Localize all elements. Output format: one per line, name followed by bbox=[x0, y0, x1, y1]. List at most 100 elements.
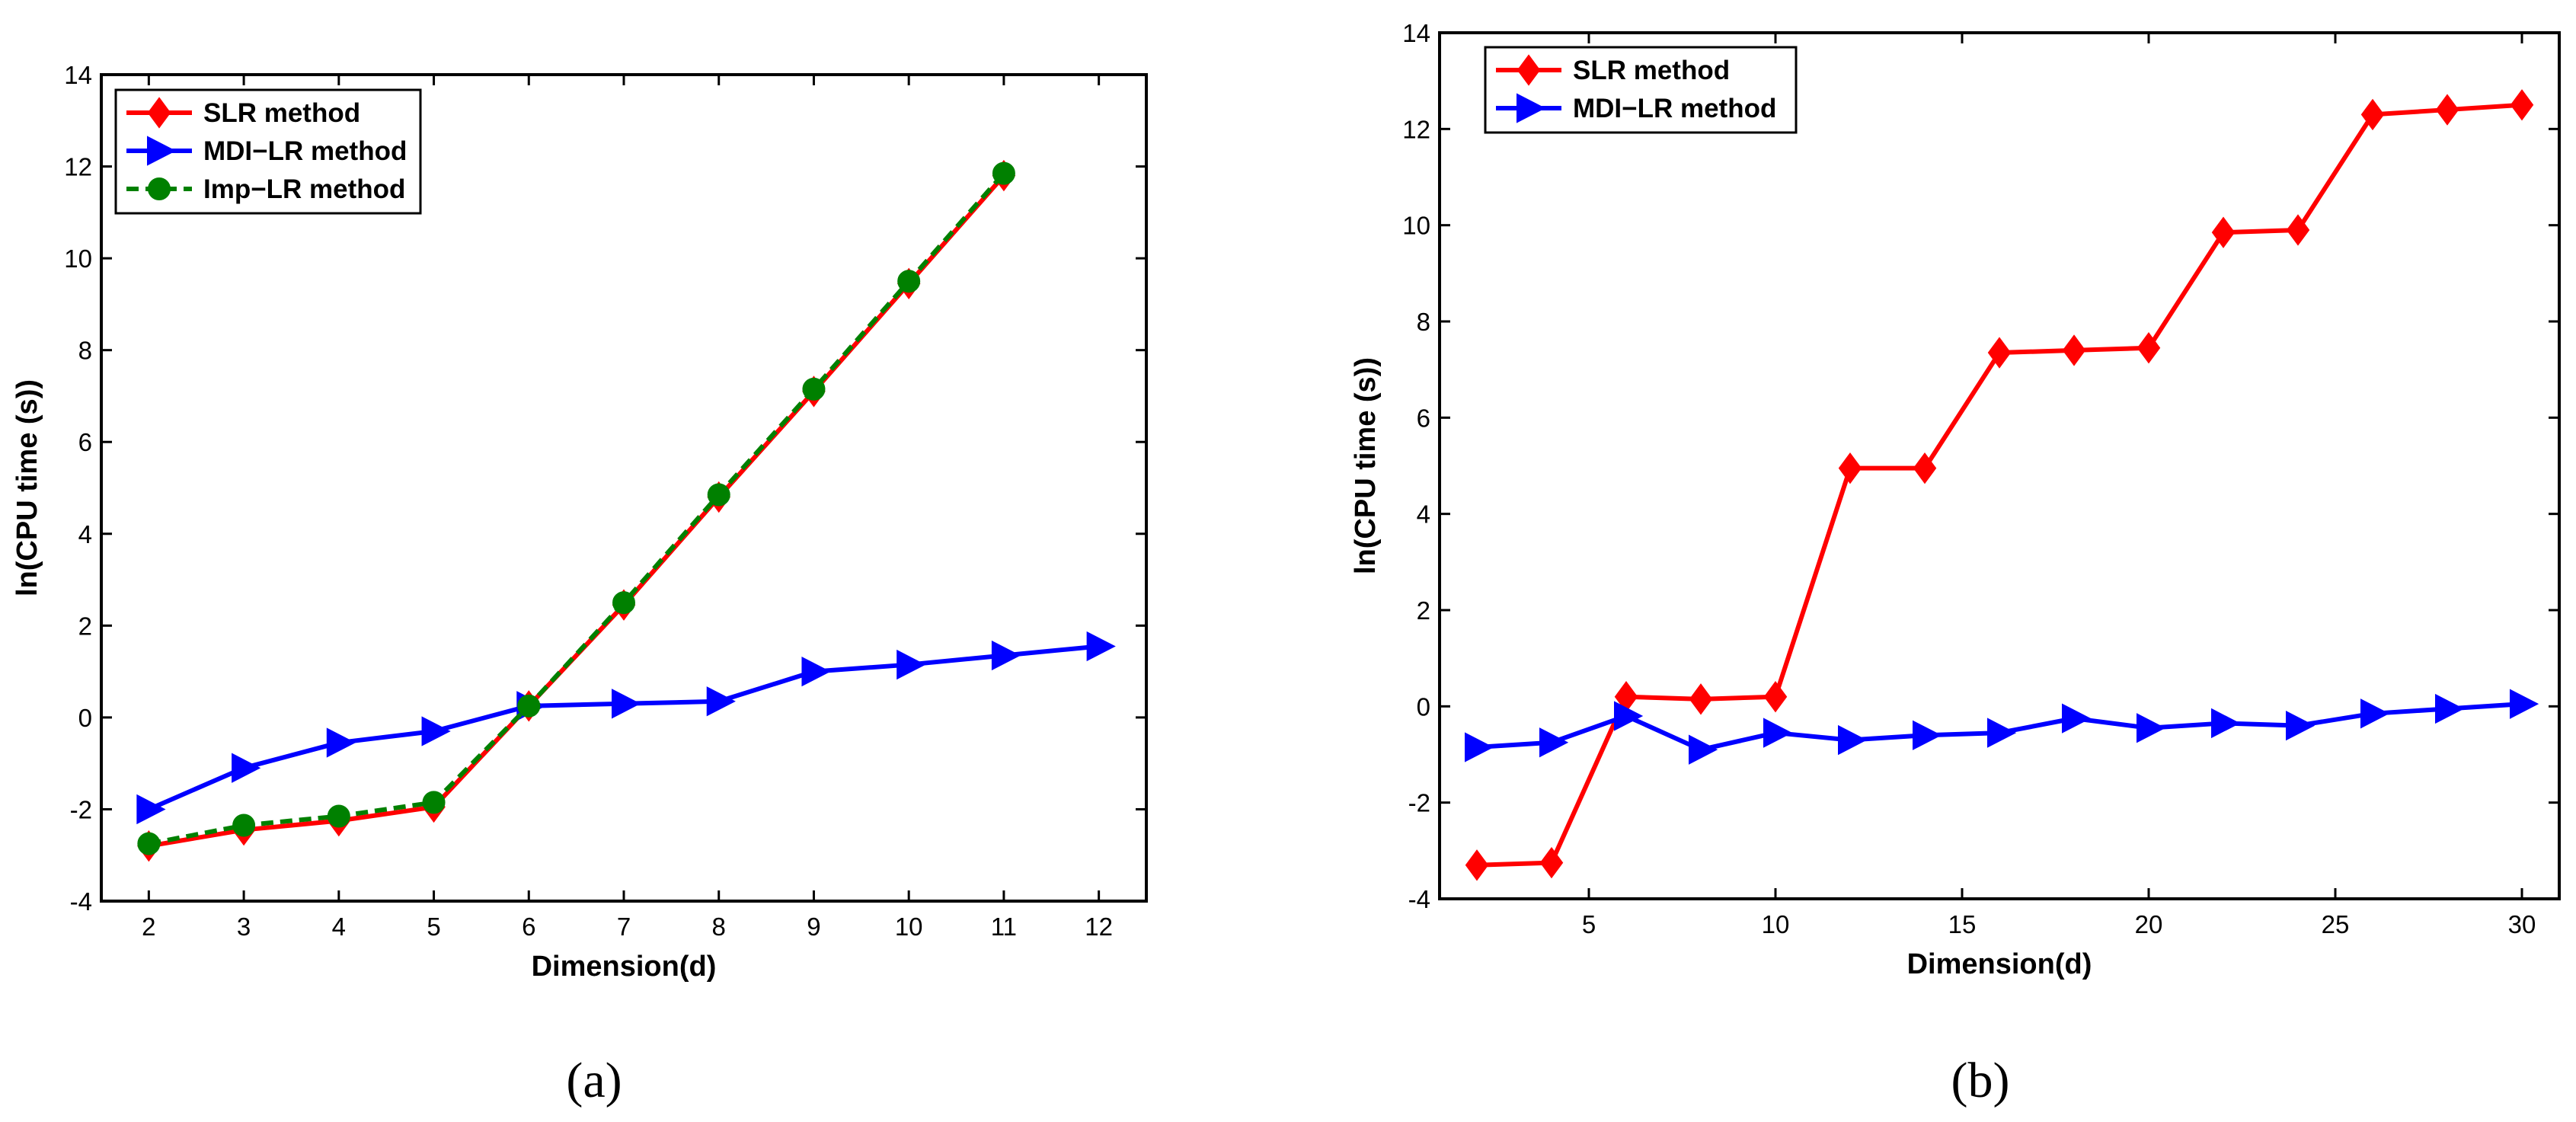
series-imp-lr-method bbox=[137, 161, 1015, 855]
data-point bbox=[2137, 713, 2166, 743]
x-tick-label: 2 bbox=[142, 913, 155, 941]
plot-frame bbox=[1438, 31, 2561, 900]
y-axis-label: ln(CPU time (s)) bbox=[11, 379, 43, 596]
data-point bbox=[896, 649, 926, 680]
data-point bbox=[1614, 701, 1644, 731]
y-tick-label: 10 bbox=[1402, 212, 1430, 240]
data-point bbox=[517, 694, 541, 718]
data-point bbox=[897, 270, 921, 293]
y-tick-label: 4 bbox=[78, 520, 92, 548]
y-tick-label: 0 bbox=[1417, 692, 1430, 721]
y-tick-label: 8 bbox=[78, 337, 92, 365]
legend-swatch-marker bbox=[148, 177, 171, 200]
legend-swatch-marker bbox=[147, 136, 177, 166]
series-line bbox=[148, 174, 1006, 849]
data-point bbox=[2435, 94, 2459, 126]
x-tick-label: 25 bbox=[2322, 910, 2350, 938]
y-tick-label: -4 bbox=[1408, 885, 1430, 913]
data-point bbox=[2510, 689, 2539, 719]
y-tick-label: 14 bbox=[64, 61, 92, 89]
series-mdi-lr-method bbox=[1465, 689, 2539, 765]
data-point bbox=[136, 794, 166, 825]
data-point bbox=[706, 686, 736, 717]
data-point bbox=[1086, 631, 1116, 662]
data-point bbox=[1465, 732, 1494, 762]
legend-label: SLR method bbox=[203, 98, 360, 128]
data-point bbox=[801, 656, 831, 687]
data-point bbox=[421, 716, 451, 746]
data-point bbox=[232, 753, 261, 783]
series-line bbox=[1476, 102, 2523, 868]
x-axis-label: Dimension(d) bbox=[1907, 948, 2092, 980]
data-point bbox=[802, 377, 826, 401]
panel-caption: (b) bbox=[1951, 1053, 2010, 1108]
legend-box bbox=[1484, 46, 1798, 134]
x-tick-label: 10 bbox=[1762, 910, 1790, 938]
x-tick-label: 9 bbox=[807, 913, 820, 941]
x-tick-label: 7 bbox=[617, 913, 631, 941]
data-point bbox=[1763, 718, 1793, 748]
series-slr-method bbox=[1465, 89, 2534, 881]
y-tick-label: -4 bbox=[70, 887, 92, 916]
panel-caption: (a) bbox=[566, 1053, 622, 1108]
data-point bbox=[2137, 332, 2161, 364]
data-point bbox=[2360, 698, 2390, 729]
legend: SLR method MDI−LR method bbox=[1484, 46, 1798, 134]
data-point bbox=[1913, 720, 1942, 750]
y-tick-label: 12 bbox=[1402, 115, 1430, 143]
data-point bbox=[1763, 681, 1788, 713]
x-tick-label: 5 bbox=[1582, 910, 1596, 938]
chart-panel-a: -4 -2 0 2 4 6 8 10 12 14 2 3 4 5 6 7 8 9 10 11 12 Dimension(d… bbox=[11, 61, 1148, 1108]
data-point bbox=[2360, 98, 2385, 131]
y-tick-label: 2 bbox=[1417, 596, 1430, 625]
data-point bbox=[1539, 846, 1564, 879]
x-tick-label: 10 bbox=[895, 913, 923, 941]
x-axis-label: Dimension(d) bbox=[532, 951, 717, 983]
x-tick-label: 20 bbox=[2135, 910, 2163, 938]
data-point bbox=[2435, 693, 2465, 724]
x-tick-label: 8 bbox=[712, 913, 726, 941]
legend-label: SLR method bbox=[1573, 56, 1730, 85]
data-point bbox=[326, 727, 356, 758]
x-tick-label: 5 bbox=[427, 913, 440, 941]
y-axis-label: ln(CPU time (s)) bbox=[1350, 357, 1382, 574]
data-point bbox=[992, 161, 1015, 185]
x-tick-label: 15 bbox=[1948, 910, 1977, 938]
y-tick-label: 6 bbox=[78, 428, 92, 456]
data-point bbox=[2062, 703, 2092, 734]
data-point bbox=[1838, 452, 1862, 484]
y-tick-label: 2 bbox=[78, 612, 92, 640]
series-mdi-lr-method bbox=[136, 631, 1116, 825]
data-point bbox=[1913, 452, 1937, 484]
y-tick-label: 12 bbox=[64, 153, 92, 181]
x-tick-label: 3 bbox=[237, 913, 251, 941]
data-point bbox=[2062, 334, 2086, 366]
legend: SLR method MDI−LR method Imp−LR method bbox=[114, 88, 422, 215]
y-tick-label: 4 bbox=[1417, 500, 1430, 529]
legend-label: MDI−LR method bbox=[1573, 94, 1776, 123]
y-tick-label: 10 bbox=[64, 245, 92, 273]
data-point bbox=[1689, 683, 1713, 715]
y-tick-label: -2 bbox=[1408, 789, 1430, 817]
data-point bbox=[1987, 718, 2017, 748]
legend-swatch-marker bbox=[1517, 93, 1546, 123]
data-point bbox=[2211, 216, 2236, 248]
x-tick-label: 4 bbox=[332, 913, 346, 941]
data-point bbox=[612, 591, 635, 615]
y-tick-label: 8 bbox=[1417, 308, 1430, 336]
data-point bbox=[612, 689, 641, 719]
x-tick-label: 12 bbox=[1085, 913, 1113, 941]
y-tick-label: -2 bbox=[70, 795, 92, 823]
series-line bbox=[148, 644, 1099, 812]
data-point bbox=[1987, 337, 2012, 369]
y-tick-label: 6 bbox=[1417, 404, 1430, 432]
x-tick-label: 30 bbox=[2508, 910, 2536, 938]
data-point bbox=[2510, 89, 2534, 121]
legend-swatch-marker bbox=[147, 97, 171, 129]
data-point bbox=[2211, 708, 2241, 739]
data-point bbox=[2286, 710, 2316, 741]
y-tick-label: 0 bbox=[78, 704, 92, 732]
data-point bbox=[422, 791, 446, 814]
legend-label: MDI−LR method bbox=[203, 136, 407, 166]
